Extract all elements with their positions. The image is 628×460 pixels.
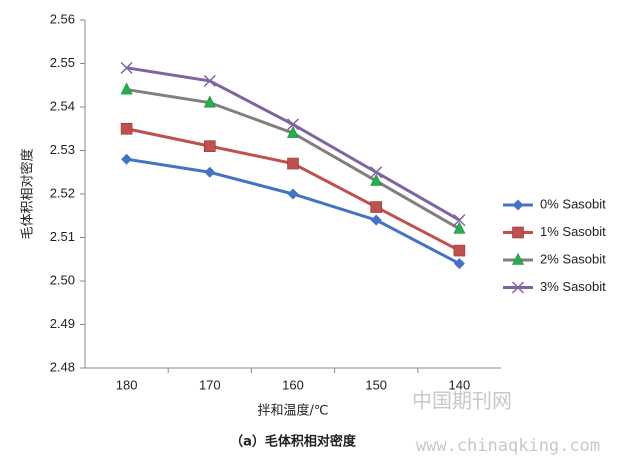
marker xyxy=(287,157,299,170)
marker xyxy=(453,221,466,234)
x-tick-label: 140 xyxy=(449,377,471,392)
marker xyxy=(121,153,133,165)
legend-label: 1% Sasobit xyxy=(540,224,606,239)
marker xyxy=(203,74,216,87)
legend-label: 3% Sasobit xyxy=(540,279,606,294)
watermark: www.chinaqking.com xyxy=(416,436,600,456)
y-tick-label: 2.48 xyxy=(50,359,75,374)
y-tick-label: 2.52 xyxy=(50,185,75,200)
y-tick-label: 2.50 xyxy=(50,272,75,287)
y-tick-label: 2.53 xyxy=(50,142,75,157)
marker xyxy=(370,214,382,226)
x-tick-label: 150 xyxy=(365,377,387,392)
marker xyxy=(204,140,216,152)
marker xyxy=(287,188,299,200)
series-line xyxy=(126,157,461,265)
watermark: 中国期刊网 xyxy=(412,389,512,413)
marker xyxy=(203,95,216,108)
legend-marker xyxy=(512,199,524,211)
y-tick-label: 2.49 xyxy=(50,316,75,331)
marker xyxy=(370,166,383,179)
x-tick-label: 180 xyxy=(116,377,138,392)
marker xyxy=(453,244,466,257)
x-tick-label: 160 xyxy=(282,377,304,392)
marker xyxy=(287,125,299,138)
legend-marker xyxy=(512,252,524,265)
legend-marker xyxy=(511,281,525,294)
marker xyxy=(453,214,466,227)
marker xyxy=(453,258,465,270)
marker xyxy=(370,173,383,186)
y-tick-label: 2.54 xyxy=(50,98,75,113)
legend-marker xyxy=(512,226,524,239)
marker xyxy=(120,82,133,95)
marker xyxy=(120,61,133,74)
marker xyxy=(120,122,133,135)
legend-label: 2% Sasobit xyxy=(540,251,606,266)
marker xyxy=(204,166,216,178)
y-tick-label: 2.51 xyxy=(50,229,75,244)
x-axis-label: 拌和温度/℃ xyxy=(258,403,329,419)
x-tick-label: 170 xyxy=(199,377,221,392)
marker xyxy=(286,118,300,131)
y-tick-label: 2.55 xyxy=(50,55,75,70)
y-axis-label: 毛体积相对密度 xyxy=(20,148,36,239)
caption: （a）毛体积相对密度 xyxy=(230,434,357,450)
y-tick-label: 2.56 xyxy=(50,11,75,26)
legend-label: 0% Sasobit xyxy=(540,196,606,211)
marker xyxy=(370,201,383,213)
